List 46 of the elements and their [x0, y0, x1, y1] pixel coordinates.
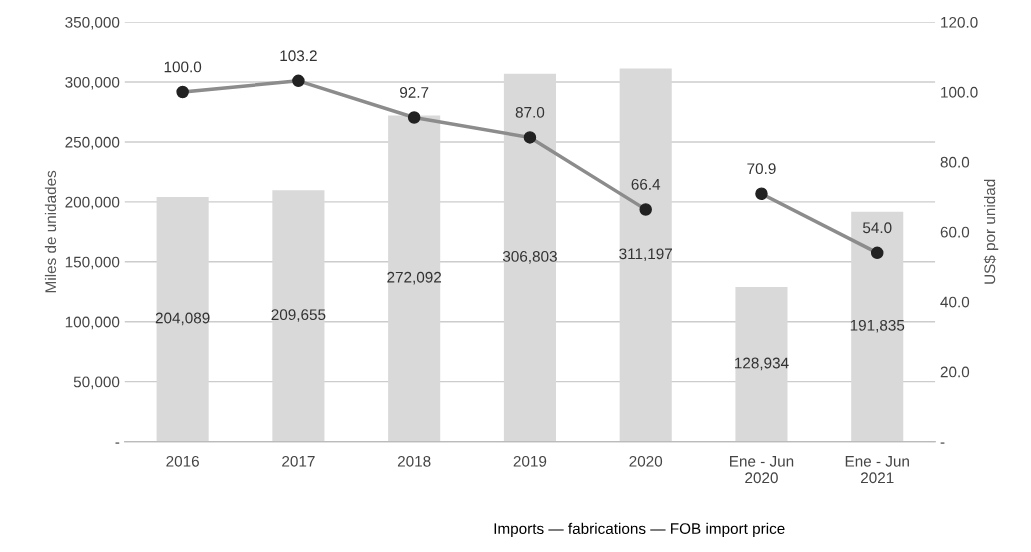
- data-label: 92.7: [400, 87, 429, 98]
- x-tick-label: Ene - Jun 2020: [730, 456, 794, 484]
- data-label: 54.0: [862, 222, 892, 234]
- y-tick-label: 300,000: [65, 76, 120, 90]
- bar: [619, 68, 672, 442]
- y-tick-label: 250,000: [65, 136, 120, 150]
- y2-tick-label: 20.0: [940, 366, 970, 378]
- x-tick-label: 2017: [282, 455, 315, 467]
- y2-tick-label: 40.0: [940, 296, 970, 308]
- y-tick-label: 200,000: [65, 196, 120, 210]
- y2-tick-label: 100.0: [941, 86, 978, 98]
- y2-axis-title: US$ por unidad: [983, 179, 999, 284]
- y-tick-label: 50,000: [73, 376, 120, 390]
- data-label: 66.4: [631, 178, 661, 190]
- data-label: 70.9: [747, 163, 776, 175]
- data-label: 209,655: [271, 309, 326, 322]
- y2-tick-label: 120.0: [941, 16, 978, 28]
- y-tick-label: 150,000: [65, 256, 120, 270]
- bar: [388, 115, 441, 442]
- data-label: 87.0: [515, 106, 545, 118]
- bar: [735, 287, 788, 442]
- bar: [156, 196, 209, 442]
- x-tick-label: 2019: [513, 455, 547, 467]
- x-tick-label: 2020: [629, 455, 663, 467]
- y-tick-label: -: [115, 442, 120, 444]
- y-tick-label: 350,000: [65, 16, 120, 30]
- data-label: 306,803: [502, 251, 557, 264]
- y-tick-label: 100,000: [65, 316, 120, 330]
- data-label: 128,934: [735, 357, 789, 371]
- data-label: 191,835: [850, 319, 905, 333]
- x-tick-label: 2018: [397, 455, 431, 467]
- x-tick-label: Ene - Jun 2021: [845, 456, 909, 484]
- bar: [503, 73, 556, 442]
- data-label: 204,089: [155, 312, 210, 326]
- y2-tick-label: -: [940, 442, 945, 444]
- data-label: 103.2: [280, 50, 317, 62]
- y2-tick-label: 60.0: [940, 226, 970, 238]
- y-axis-title: Miles de unidades: [44, 170, 57, 293]
- bar: [272, 190, 325, 442]
- y2-tick-label: 80.0: [940, 156, 970, 168]
- bar: [851, 211, 904, 442]
- data-label: 311,197: [619, 248, 672, 261]
- data-label: 100.0: [164, 61, 202, 73]
- text: Imports — fabrications — FOB import price: [494, 522, 785, 538]
- data-label: 272,092: [387, 271, 442, 285]
- x-tick-label: 2016: [166, 455, 199, 467]
